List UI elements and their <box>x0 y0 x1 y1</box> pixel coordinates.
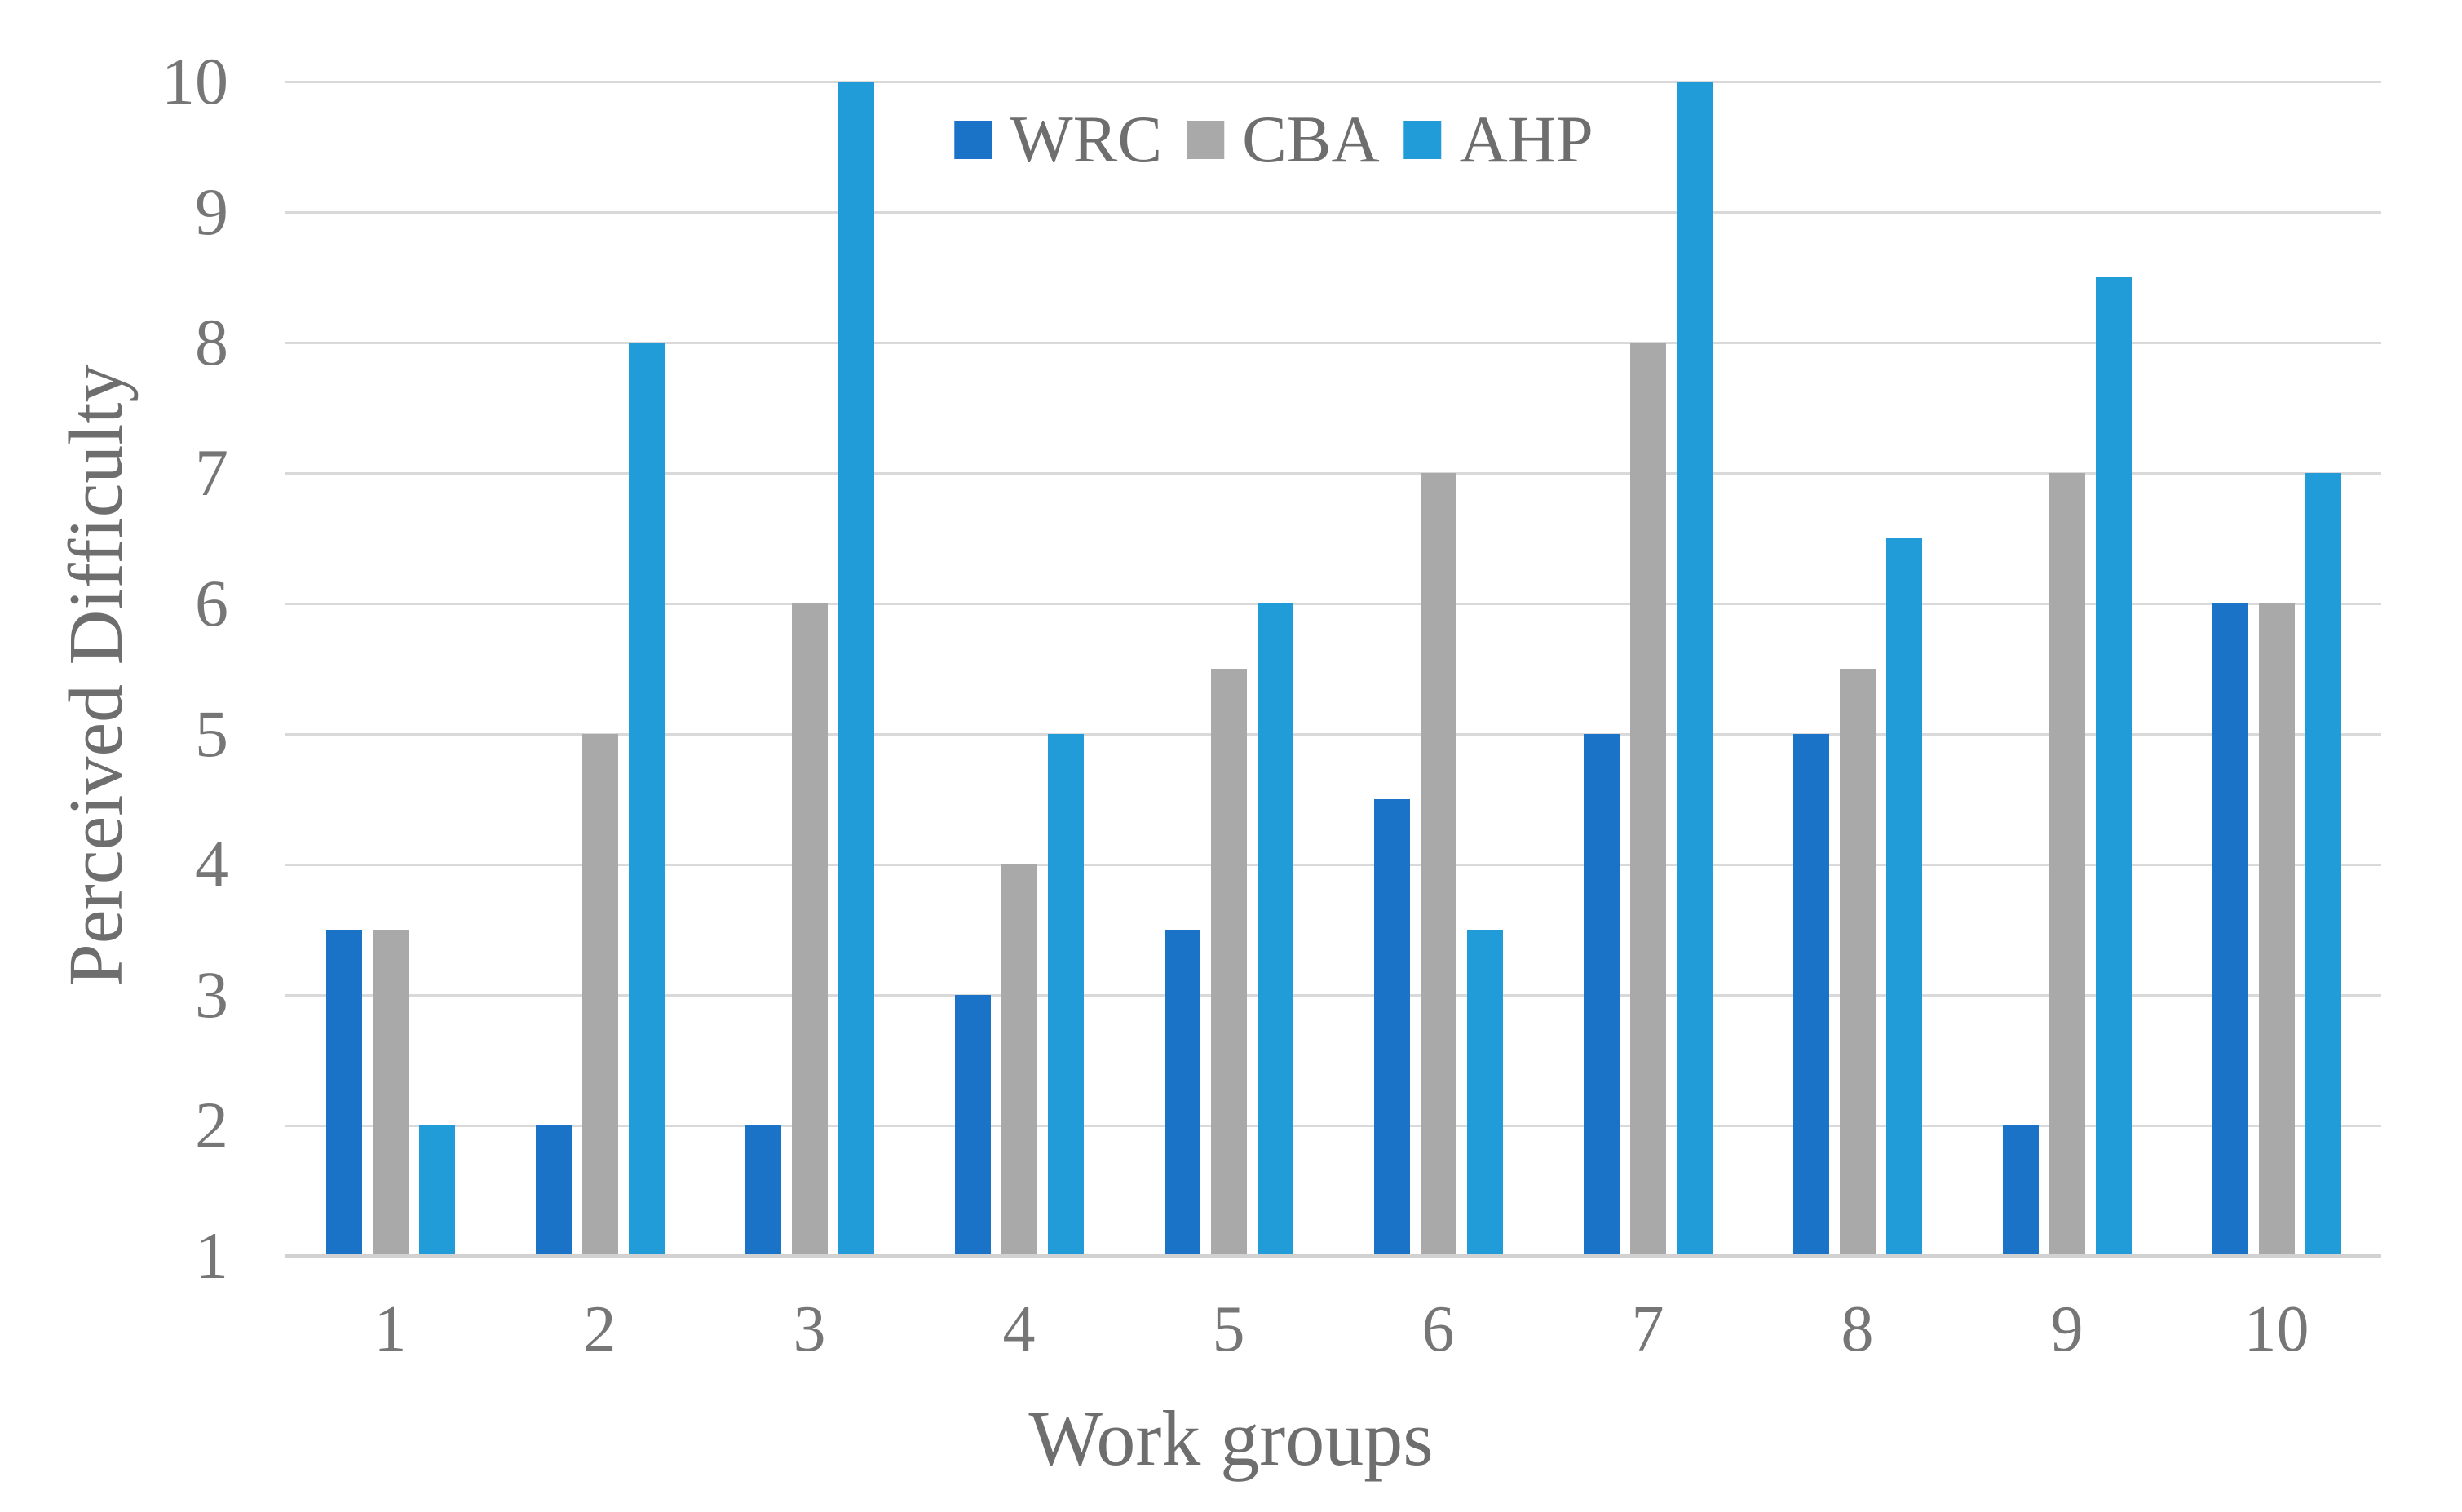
bar-cba-group-8 <box>1839 669 1876 1256</box>
gridline-9 <box>285 210 2381 214</box>
bar-group-4 <box>914 82 1124 1256</box>
bar-cba-group-5 <box>1210 669 1247 1256</box>
x-tick-label-4: 4 <box>1002 1293 1036 1365</box>
bar-cba-group-4 <box>1001 864 1037 1256</box>
bar-group-3 <box>705 82 914 1256</box>
bar-group-2 <box>495 82 705 1256</box>
bar-group-6 <box>1333 82 1543 1256</box>
bar-group-9 <box>1962 82 2172 1256</box>
x-tick-label-7: 7 <box>1631 1293 1664 1365</box>
bar-wrc-group-7 <box>1583 734 1620 1256</box>
y-tick-label-1: 1 <box>195 1218 228 1293</box>
y-tick-label-3: 3 <box>195 957 228 1032</box>
gridline-6 <box>285 602 2381 605</box>
bar-group-7 <box>1543 82 1753 1256</box>
x-tick-label-3: 3 <box>793 1293 826 1365</box>
bar-ahp-group-7 <box>1676 82 1713 1256</box>
bar-ahp-group-9 <box>2095 277 2132 1256</box>
x-tick-label-8: 8 <box>1841 1293 1874 1365</box>
y-tick-label-6: 6 <box>195 566 228 640</box>
y-tick-label-2: 2 <box>195 1088 228 1162</box>
gridline-8 <box>285 341 2381 344</box>
y-tick-label-8: 8 <box>195 305 228 379</box>
bar-ahp-group-2 <box>628 343 665 1256</box>
x-tick-label-6: 6 <box>1421 1293 1455 1365</box>
bar-cba-group-2 <box>581 734 618 1256</box>
x-tick-label-10: 10 <box>2243 1293 2310 1365</box>
bar-wrc-group-8 <box>1792 734 1829 1256</box>
legend-swatch-ahp <box>1403 120 1442 159</box>
legend-swatch-wrc <box>954 120 992 159</box>
bar-wrc-group-9 <box>2002 1125 2039 1256</box>
legend-item-wrc: WRC <box>954 106 1162 173</box>
y-tick-label-5: 5 <box>195 696 228 771</box>
gridline-3 <box>285 993 2381 997</box>
bar-group-8 <box>1753 82 1962 1256</box>
bar-cba-group-7 <box>1629 343 1666 1256</box>
x-axis-line <box>285 1254 2381 1258</box>
bar-wrc-group-6 <box>1373 799 1410 1256</box>
bar-wrc-group-10 <box>2212 603 2248 1256</box>
gridline-5 <box>285 732 2381 736</box>
bar-ahp-group-3 <box>838 82 874 1256</box>
x-tick-label-9: 9 <box>2050 1293 2084 1365</box>
bar-ahp-group-8 <box>1885 538 1922 1256</box>
bar-wrc-group-4 <box>954 995 991 1256</box>
gridline-2 <box>285 1124 2381 1127</box>
bar-wrc-group-1 <box>325 930 362 1256</box>
gridline-7 <box>285 471 2381 475</box>
bar-ahp-group-10 <box>2305 473 2341 1256</box>
plot-area <box>285 80 2381 1258</box>
bar-group-5 <box>1124 82 1333 1256</box>
bar-cba-group-6 <box>1420 473 1456 1256</box>
bar-group-10 <box>2172 82 2381 1256</box>
legend-item-cba: CBA <box>1187 106 1380 173</box>
gridline-4 <box>285 863 2381 866</box>
gridline-10 <box>285 80 2381 83</box>
y-tick-label-7: 7 <box>195 435 228 510</box>
legend-swatch-cba <box>1187 120 1225 159</box>
legend-label-cba: CBA <box>1242 102 1380 176</box>
bar-ahp-group-4 <box>1047 734 1084 1256</box>
y-tick-label-4: 4 <box>195 827 228 901</box>
x-tick-label-2: 2 <box>583 1293 617 1365</box>
legend-item-ahp: AHP <box>1403 102 1593 176</box>
bar-ahp-group-6 <box>1466 930 1503 1256</box>
y-tick-label-9: 9 <box>195 175 228 249</box>
x-tick-label-1: 1 <box>373 1293 407 1365</box>
bar-ahp-group-5 <box>1257 603 1293 1256</box>
x-axis-title: Work groups <box>1028 1395 1434 1482</box>
bar-cba-group-3 <box>791 603 828 1256</box>
legend-label-ahp: AHP <box>1459 102 1593 176</box>
bar-wrc-group-2 <box>535 1125 572 1256</box>
x-tick-label-5: 5 <box>1212 1293 1245 1365</box>
legend-label-wrc: WRC <box>1010 102 1163 176</box>
bar-cba-group-1 <box>372 930 409 1256</box>
bar-ahp-group-1 <box>418 1125 455 1256</box>
bar-wrc-group-5 <box>1164 930 1200 1256</box>
bar-cba-group-9 <box>2049 473 2085 1256</box>
bar-cba-group-10 <box>2258 603 2295 1256</box>
y-tick-label-10: 10 <box>161 44 228 118</box>
bar-group-1 <box>285 82 495 1256</box>
legend: WRC CBA AHP <box>954 106 1593 173</box>
bar-wrc-group-3 <box>745 1125 781 1256</box>
